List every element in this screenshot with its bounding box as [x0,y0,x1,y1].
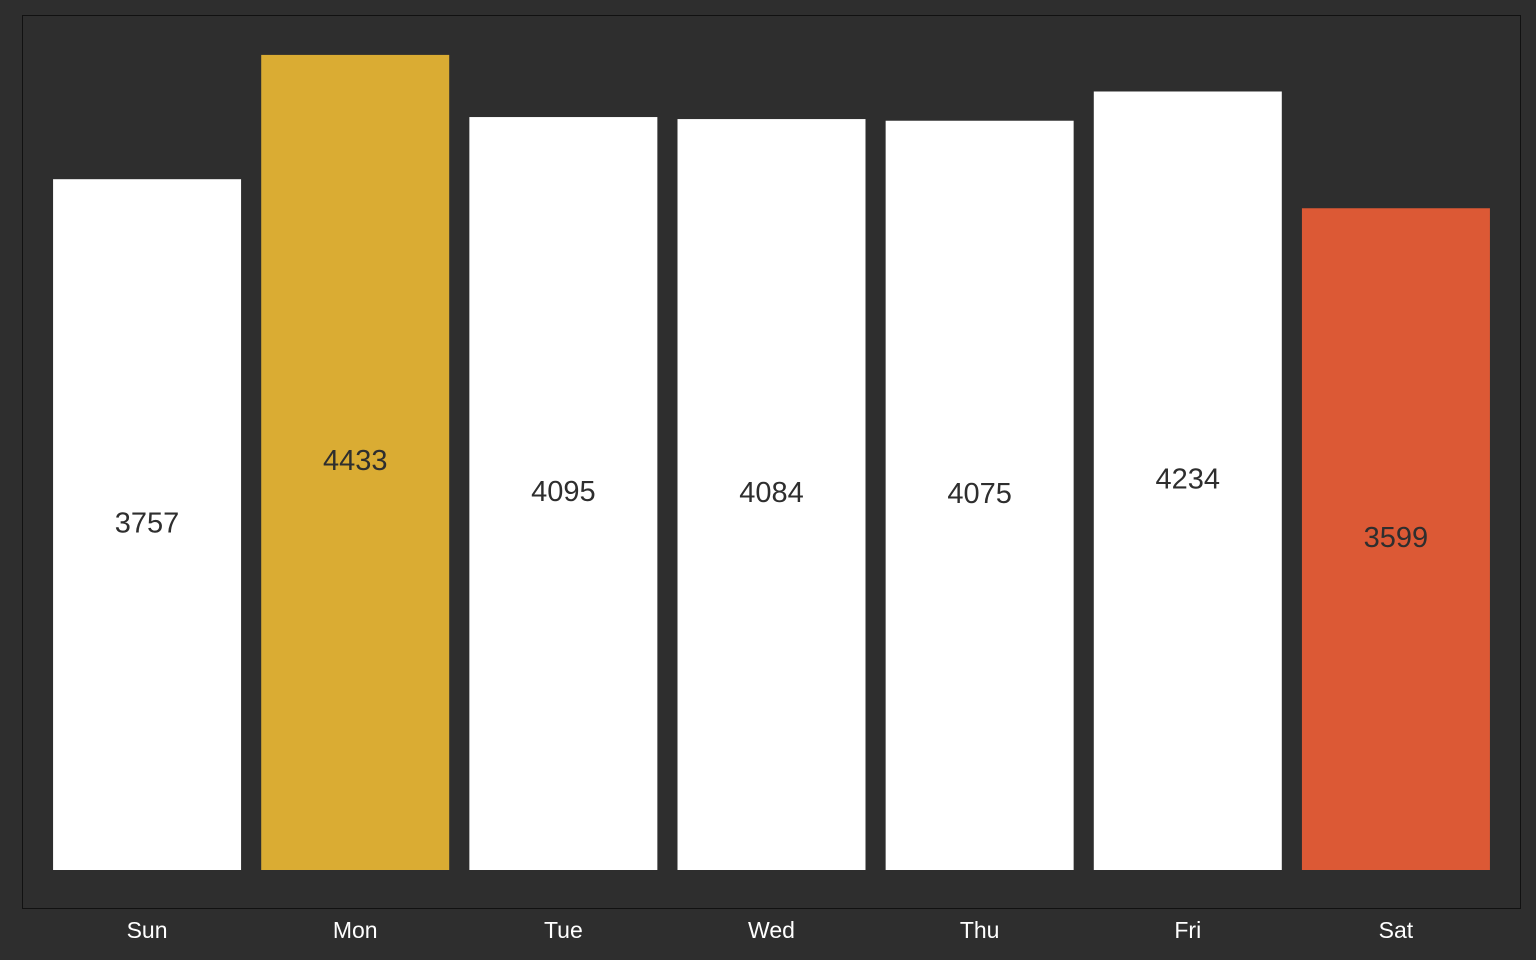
bar-tue [469,117,658,871]
x-tick-label-mon: Mon [333,917,378,943]
value-labels-layer: 3757 4433 4095 4084 4075 4234 3599 [115,445,1428,554]
bar-mon [261,54,450,870]
category-labels-layer: Sun Mon Tue Wed Thu Fri Sat [127,917,1414,943]
value-label-mon: 4433 [323,445,388,477]
bar-sat [1301,208,1490,870]
value-label-thu: 4075 [947,478,1012,510]
x-tick-label-sun: Sun [127,917,168,943]
bar-sun [53,179,242,870]
bar-thu [885,120,1074,871]
x-tick-label-tue: Tue [544,917,583,943]
value-label-sat: 3599 [1364,522,1429,554]
x-tick-label-wed: Wed [748,917,795,943]
bars-layer [53,54,1490,871]
x-tick-label-sat: Sat [1379,917,1414,943]
x-tick-label-fri: Fri [1174,917,1201,943]
value-label-wed: 4084 [739,477,804,509]
plot-frame [22,15,1521,909]
x-tick-label-thu: Thu [960,917,1000,943]
bar-wed [677,119,866,870]
value-label-tue: 4095 [531,476,596,508]
value-label-sun: 3757 [115,507,180,539]
bar-fri [1093,91,1282,871]
value-label-fri: 4234 [1156,463,1221,495]
